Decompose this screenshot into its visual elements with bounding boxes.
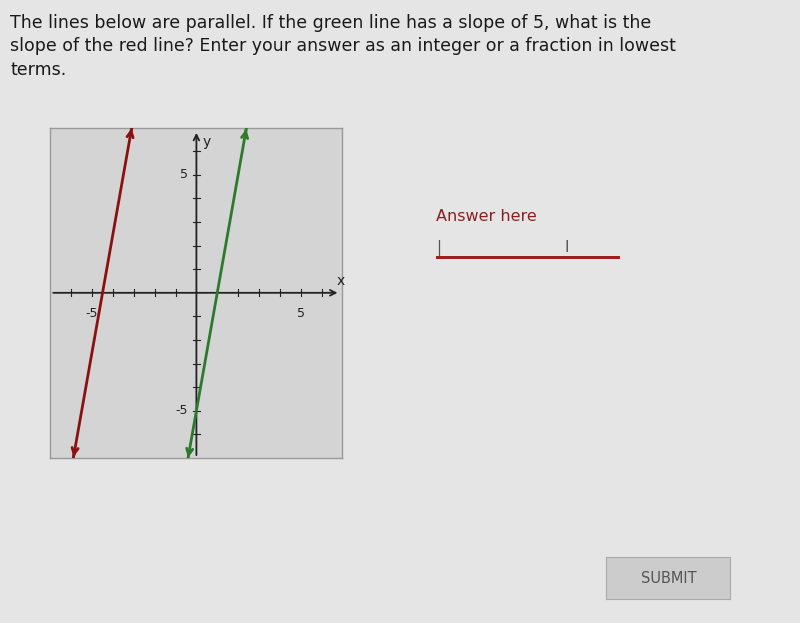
Text: |: |: [436, 240, 441, 256]
Text: SUBMIT: SUBMIT: [641, 571, 696, 586]
Text: x: x: [336, 274, 344, 288]
Text: -5: -5: [175, 404, 188, 417]
Text: Answer here: Answer here: [436, 209, 537, 224]
Text: I: I: [564, 240, 569, 255]
Text: 5: 5: [297, 307, 305, 320]
Text: y: y: [202, 135, 211, 149]
Text: The lines below are parallel. If the green line has a slope of 5, what is the
sl: The lines below are parallel. If the gre…: [10, 14, 676, 79]
Text: -5: -5: [86, 307, 98, 320]
Text: 5: 5: [180, 168, 188, 181]
